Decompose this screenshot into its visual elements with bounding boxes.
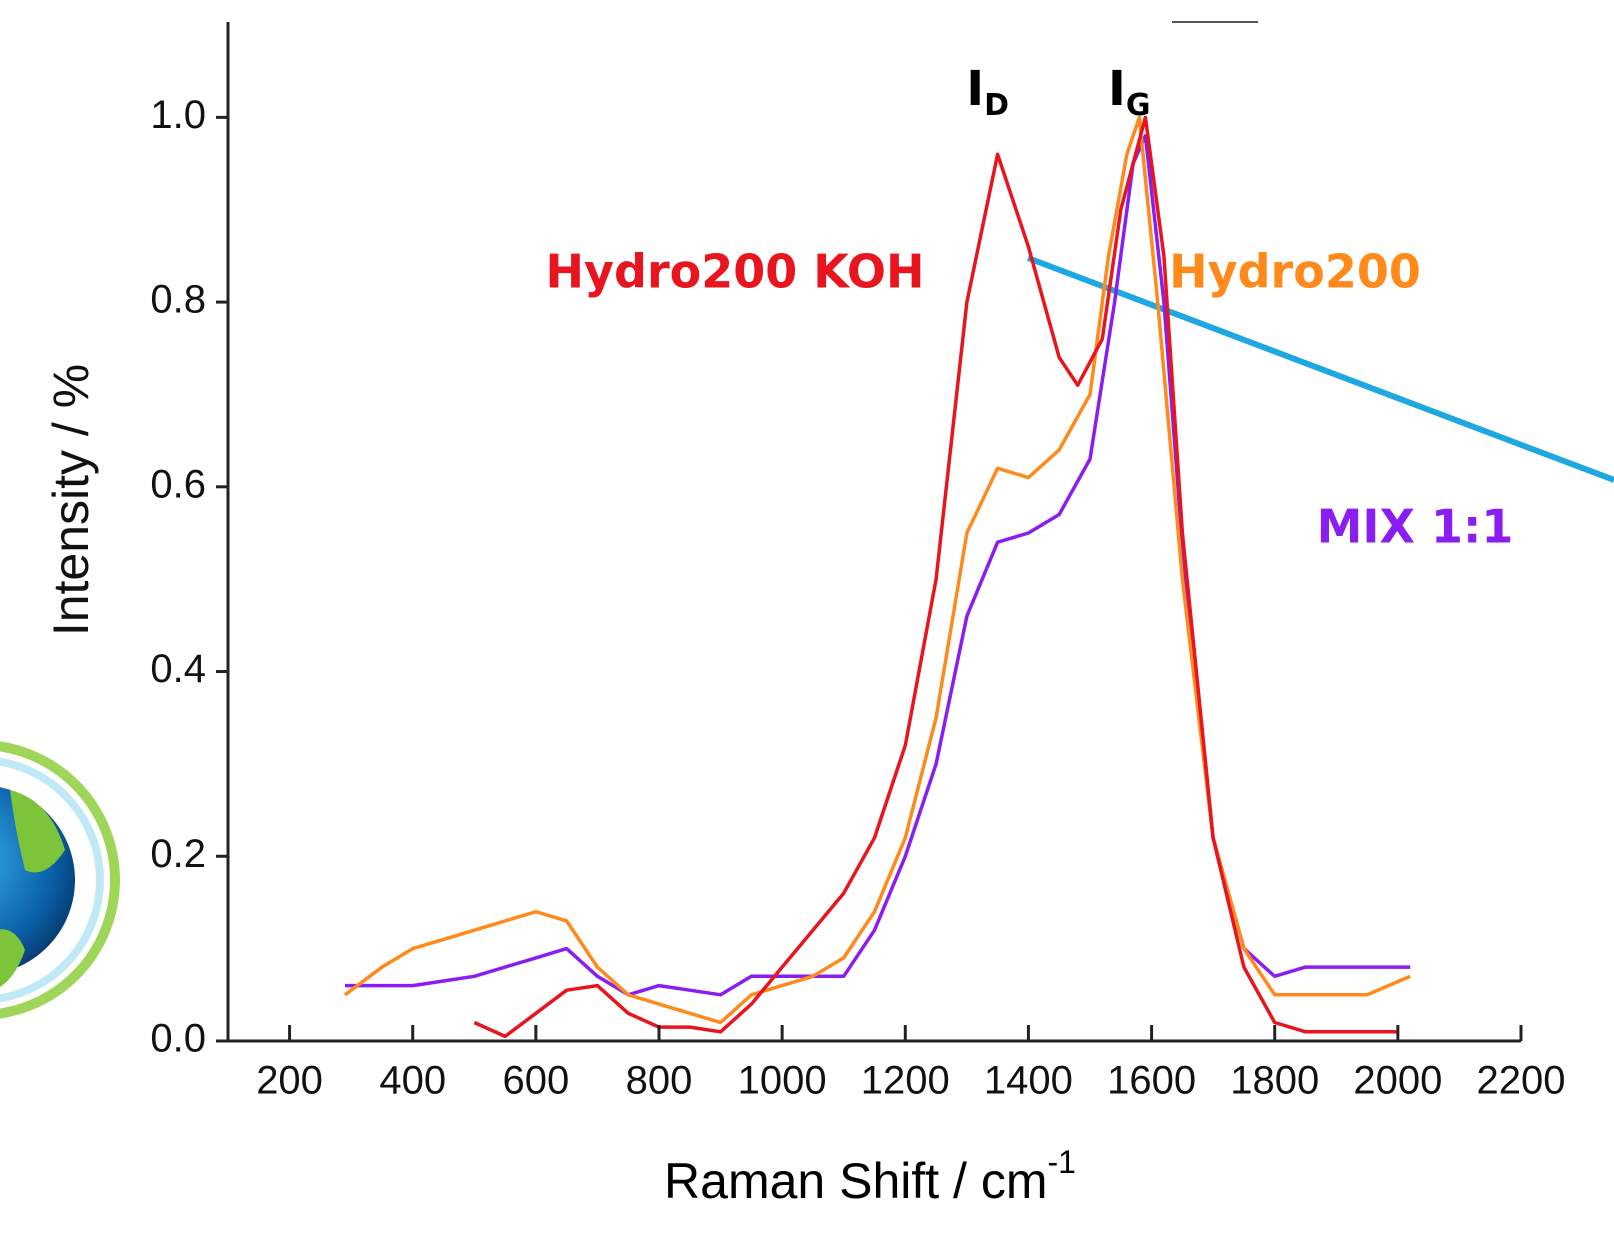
x-tick-label: 1000 <box>738 1059 827 1103</box>
y-tick-label: 0.4 <box>150 647 206 691</box>
x-tick-label: 1200 <box>861 1059 950 1103</box>
peak-letter: I <box>1108 61 1126 117</box>
x-tick-label: 2200 <box>1477 1059 1566 1103</box>
x-tick-label: 2000 <box>1353 1059 1442 1103</box>
y-tick-label: 0.0 <box>150 1017 206 1061</box>
x-tick-label: 200 <box>256 1059 323 1103</box>
series-line <box>473 115 1398 1039</box>
series-label: MIX 1:1 <box>1317 500 1514 554</box>
x-tick-label: 1400 <box>984 1059 1073 1103</box>
plot-area <box>343 115 1411 1039</box>
annotation-line <box>1026 255 1614 483</box>
peak-sub: D <box>984 88 1009 123</box>
x-title-sup: -1 <box>1048 1144 1076 1180</box>
globe-decoration <box>0 741 120 1019</box>
x-tick-label: 1800 <box>1230 1059 1319 1103</box>
peak-letter: I <box>966 61 984 117</box>
series-label: Hydro200 <box>1169 245 1421 299</box>
x-tick-label: 400 <box>379 1059 446 1103</box>
x-tick-label: 800 <box>626 1059 693 1103</box>
y-tick-label: 1.0 <box>150 93 206 137</box>
x-tick-label: 600 <box>502 1059 569 1103</box>
y-axis-title: Intensity / % <box>43 364 99 636</box>
x-axis-title: Raman Shift / cm-1 <box>664 1144 1076 1209</box>
y-tick-label: 0.8 <box>150 278 206 322</box>
series-label: Hydro200 KOH <box>546 245 925 299</box>
y-tick-label: 0.6 <box>150 462 206 506</box>
y-tick-label: 0.2 <box>150 832 206 876</box>
x-tick-label: 1600 <box>1107 1059 1196 1103</box>
x-title-main: Raman Shift / cm <box>664 1153 1047 1209</box>
peak-annotation: IG <box>1108 61 1150 123</box>
peak-sub: G <box>1126 88 1151 123</box>
peak-annotation: ID <box>966 61 1009 123</box>
